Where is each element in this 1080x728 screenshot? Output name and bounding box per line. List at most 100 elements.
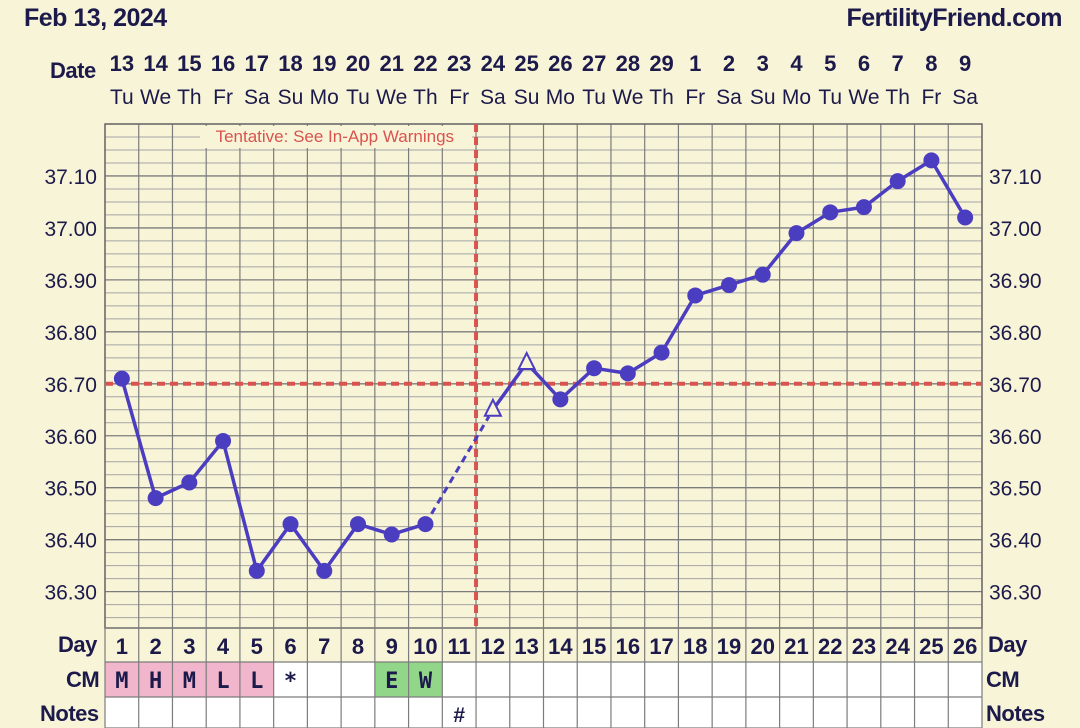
temp-point bbox=[215, 432, 232, 449]
weekday-label: Su bbox=[278, 86, 304, 109]
weekday-label: Fr bbox=[449, 86, 469, 109]
y-tick-label-right: 37.10 bbox=[989, 166, 1042, 189]
day-row-label-right: Day bbox=[988, 632, 1027, 657]
temp-point bbox=[181, 474, 198, 491]
temp-point bbox=[754, 266, 771, 283]
date-label: 13 bbox=[110, 51, 134, 76]
weekday-label: Mo bbox=[310, 86, 339, 109]
y-tick-label-left: 36.50 bbox=[44, 478, 97, 501]
y-tick-label-right: 36.40 bbox=[989, 530, 1042, 553]
temp-point bbox=[282, 516, 299, 533]
cycle-day-label: 3 bbox=[183, 634, 195, 659]
cm-row-label-left: CM bbox=[66, 667, 100, 692]
notes-row-label-left: Notes bbox=[40, 701, 99, 726]
weekday-label: Th bbox=[885, 86, 910, 109]
cm-entry: L bbox=[216, 669, 229, 694]
temp-line-segment bbox=[120, 378, 158, 499]
cm-entry: M bbox=[115, 669, 128, 694]
annotation-bg bbox=[200, 126, 473, 148]
cm-entry: E bbox=[385, 669, 398, 694]
y-tick-label-left: 36.80 bbox=[44, 322, 97, 345]
cycle-day-label: 16 bbox=[616, 634, 640, 659]
cycle-day-label: 24 bbox=[885, 634, 910, 659]
cycle-day-label: 15 bbox=[582, 634, 606, 659]
cm-entry: W bbox=[419, 669, 433, 694]
date-label: 5 bbox=[824, 51, 836, 76]
notes-row-label-right: Notes bbox=[986, 701, 1045, 726]
cycle-day-label: 13 bbox=[514, 634, 538, 659]
cycle-day-label: 23 bbox=[852, 634, 876, 659]
date-label: 4 bbox=[790, 51, 803, 76]
date-label: 8 bbox=[925, 51, 937, 76]
weekday-label: We bbox=[376, 86, 407, 109]
y-tick-label-right: 36.80 bbox=[989, 322, 1042, 345]
temp-point bbox=[653, 344, 670, 361]
cm-cell-fill bbox=[206, 662, 240, 697]
weekday-label: Tu bbox=[582, 86, 606, 109]
cm-cell-fill bbox=[105, 662, 139, 697]
y-tick-label-right: 36.70 bbox=[989, 374, 1042, 397]
temp-point bbox=[417, 516, 434, 533]
cycle-day-label: 10 bbox=[413, 634, 437, 659]
cycle-day-label: 19 bbox=[717, 634, 741, 659]
weekday-label: Th bbox=[177, 86, 202, 109]
ovulation-annotation: Tentative: See In-App Warnings bbox=[216, 127, 454, 146]
temp-point bbox=[923, 152, 940, 169]
cycle-day-label: 21 bbox=[784, 634, 808, 659]
temp-point-open bbox=[517, 350, 537, 371]
temp-line-gap bbox=[424, 415, 491, 525]
y-tick-label-left: 36.60 bbox=[44, 426, 97, 449]
cm-cell-fill bbox=[239, 662, 274, 697]
temp-line-segment bbox=[255, 523, 292, 572]
date-label: 21 bbox=[379, 51, 403, 76]
cycle-day-label: 2 bbox=[149, 634, 161, 659]
date-label: 27 bbox=[582, 51, 606, 76]
cycle-day-label: 14 bbox=[548, 634, 573, 659]
weekday-label: Su bbox=[514, 86, 540, 109]
weekday-label: Sa bbox=[480, 86, 506, 109]
temp-point bbox=[383, 526, 400, 543]
temp-point bbox=[687, 287, 704, 304]
date-label: 26 bbox=[548, 51, 572, 76]
date-label: 20 bbox=[346, 51, 370, 76]
cycle-day-label: 1 bbox=[116, 634, 128, 659]
cycle-day-label: 9 bbox=[386, 634, 398, 659]
y-tick-label-left: 36.40 bbox=[44, 530, 97, 553]
note-marker: # bbox=[453, 704, 465, 727]
cm-entry: M bbox=[183, 669, 196, 694]
y-tick-label-left: 36.90 bbox=[44, 270, 97, 293]
cm-cell-fill bbox=[138, 662, 173, 697]
weekday-label: Tu bbox=[346, 86, 370, 109]
cycle-day-label: 11 bbox=[448, 634, 471, 659]
temp-point-open bbox=[483, 397, 503, 417]
y-tick-label-left: 36.70 bbox=[44, 374, 97, 397]
weekday-label: Su bbox=[750, 86, 776, 109]
cycle-day-label: 20 bbox=[751, 634, 775, 659]
cm-entry: H bbox=[149, 669, 162, 694]
cm-row-label-right: CM bbox=[986, 667, 1020, 692]
temp-line-segment bbox=[187, 439, 225, 484]
cm-entry: L bbox=[250, 669, 263, 694]
temp-point bbox=[721, 277, 738, 294]
cycle-day-label: 12 bbox=[481, 634, 505, 659]
temp-line-segment bbox=[289, 523, 326, 572]
cycle-day-label: 7 bbox=[318, 634, 330, 659]
date-label: 24 bbox=[481, 51, 506, 76]
cycle-day-label: 17 bbox=[649, 634, 673, 659]
date-label: 16 bbox=[211, 51, 235, 76]
cycle-day-label: 8 bbox=[352, 634, 364, 659]
y-tick-label-right: 36.50 bbox=[989, 478, 1042, 501]
date-label: 3 bbox=[757, 51, 769, 76]
date-label: 6 bbox=[858, 51, 870, 76]
chart-date: Feb 13, 2024 bbox=[24, 4, 167, 32]
date-label: 23 bbox=[447, 51, 471, 76]
date-label: 18 bbox=[278, 51, 302, 76]
y-tick-label-left: 37.10 bbox=[44, 166, 97, 189]
y-tick-label-right: 36.30 bbox=[989, 582, 1042, 605]
site-name: FertilityFriend.com bbox=[846, 4, 1062, 32]
y-tick-label-left: 36.30 bbox=[44, 582, 97, 605]
weekday-label: Mo bbox=[782, 86, 811, 109]
cycle-day-label: 22 bbox=[818, 634, 842, 659]
weekday-label: Sa bbox=[244, 86, 270, 109]
